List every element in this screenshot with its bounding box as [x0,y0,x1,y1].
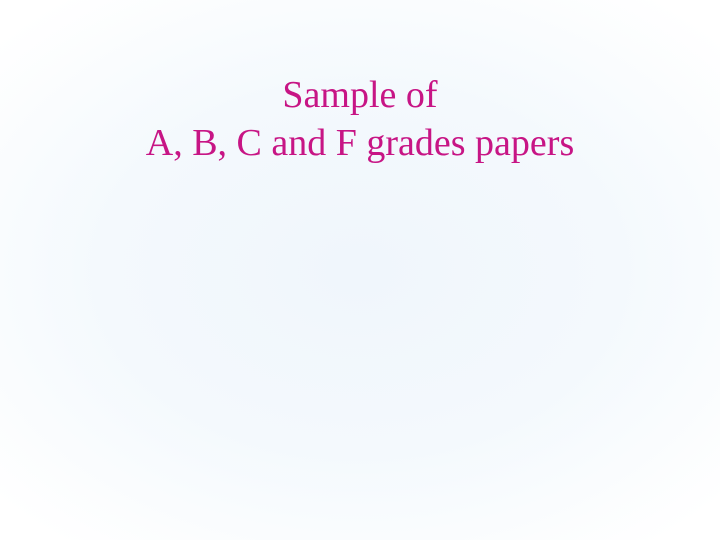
title-line-1: Sample of [0,72,720,120]
title-block: Sample of A, B, C and F grades papers [0,72,720,167]
title-line-2: A, B, C and F grades papers [0,120,720,168]
slide-container: Sample of A, B, C and F grades papers [0,0,720,540]
